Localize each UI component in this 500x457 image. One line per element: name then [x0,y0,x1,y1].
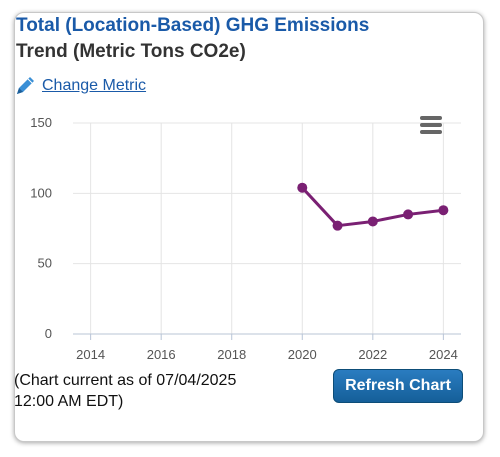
x-tick-label: 2014 [76,347,105,362]
y-tick-label: 50 [38,256,52,271]
x-tick-label: 2024 [429,347,458,362]
x-tick-label: 2018 [217,347,246,362]
data-point [438,205,449,216]
timestamp-line-1: (Chart current as of 07/04/2025 [14,372,237,389]
change-metric-link[interactable]: Change Metric [14,74,146,98]
chart-menu-icon[interactable] [418,116,444,138]
data-point [297,182,308,193]
pencil-icon [17,77,34,94]
x-tick-label: 2022 [358,347,387,362]
y-tick-label: 0 [45,326,52,341]
data-point [367,216,378,227]
x-tick-label: 2016 [147,347,176,362]
chart-timestamp-note: (Chart current as of 07/04/2025 12:00 AM… [14,370,284,412]
change-metric-label[interactable]: Change Metric [42,77,147,94]
refresh-chart-button[interactable]: Refresh Chart [333,369,463,403]
y-tick-label: 150 [30,115,52,130]
data-point [332,220,343,231]
grid-lines [73,122,461,334]
series-layer [297,182,449,231]
x-tick-label: 2020 [288,347,317,362]
chart-title-line-1: Total (Location-Based) GHG Emissions [16,15,370,36]
timestamp-line-2: 12:00 AM EDT) [14,393,124,410]
y-tick-label: 100 [30,185,52,200]
axes: 0 50 100 150 2014 2016 2018 2020 2022 2024 [30,115,461,362]
data-point [403,209,414,220]
chart-title-line-2: Trend (Metric Tons CO2e) [16,41,246,62]
